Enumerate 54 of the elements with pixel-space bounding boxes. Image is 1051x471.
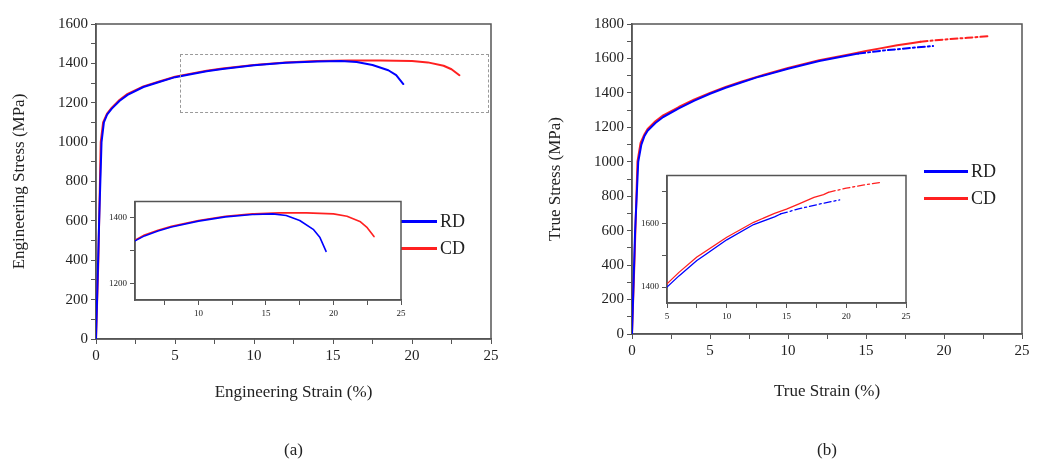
x-tick-label: 20 [936, 341, 952, 358]
text: (a) [284, 440, 303, 460]
x-tick-label: 25 [396, 307, 406, 318]
y-tick-label: 1600 [641, 217, 660, 228]
y-tick-label: 600 [65, 211, 88, 228]
x-tick-label: 10 [722, 310, 732, 321]
text: (b) [817, 440, 837, 460]
legend-label: RD [440, 211, 466, 233]
x-tick-label: 25 [483, 346, 499, 363]
y-tick-label: 1200 [58, 93, 88, 110]
x-tick-label: 10 [246, 346, 262, 363]
y-tick-label: 400 [601, 256, 624, 273]
y-tick-label: 1200 [594, 118, 624, 135]
x-tick-label: 0 [92, 346, 100, 363]
x-tick-label: 0 [628, 341, 636, 358]
legend-label: CD [440, 238, 466, 260]
y-tick-label: 1400 [109, 212, 128, 223]
x-tick-label: 5 [171, 346, 179, 363]
y-tick-label: 1600 [594, 49, 624, 66]
y-tick-label: 1800 [594, 14, 624, 31]
x-tick-label: 25 [901, 310, 911, 321]
x-axis-title: Engineering Strain (%) [214, 382, 373, 402]
legend-label: CD [971, 188, 997, 210]
y-tick-label: 600 [601, 221, 624, 238]
y-axis-title: True Stress (MPa) [544, 116, 564, 242]
x-axis-title: True Strain (%) [773, 381, 881, 401]
x-tick-label: 20 [404, 346, 420, 363]
y-axis-title: Engineering Stress (MPa) [8, 93, 28, 270]
y-tick-label: 1400 [641, 281, 660, 292]
y-tick-label: 200 [65, 290, 88, 307]
x-tick-label: 5 [706, 341, 714, 358]
y-tick-label: 200 [601, 290, 624, 307]
y-tick-label: 1400 [594, 83, 624, 100]
x-tick-label: 25 [1014, 341, 1030, 358]
y-tick-label: 1600 [58, 14, 88, 31]
x-tick-label: 15 [325, 346, 341, 363]
y-tick-label: 800 [65, 172, 88, 189]
y-tick-label: 400 [65, 251, 88, 268]
y-tick-label: 1000 [594, 152, 624, 169]
x-tick-label: 15 [858, 341, 874, 358]
y-tick-label: 1200 [109, 277, 128, 288]
y-tick-label: 800 [601, 187, 624, 204]
legend-label: RD [971, 161, 997, 183]
x-tick-label: 15 [782, 310, 792, 321]
y-tick-label: 1400 [58, 54, 88, 71]
x-tick-label: 5 [664, 310, 670, 321]
x-tick-label: 20 [841, 310, 852, 321]
y-tick-label: 0 [80, 329, 88, 346]
y-tick-label: 1000 [58, 133, 88, 150]
x-tick-label: 10 [780, 341, 796, 358]
y-tick-label: 0 [616, 324, 624, 341]
x-tick-label: 20 [328, 307, 339, 318]
x-tick-label: 10 [193, 307, 204, 318]
x-tick-label: 15 [261, 307, 271, 318]
